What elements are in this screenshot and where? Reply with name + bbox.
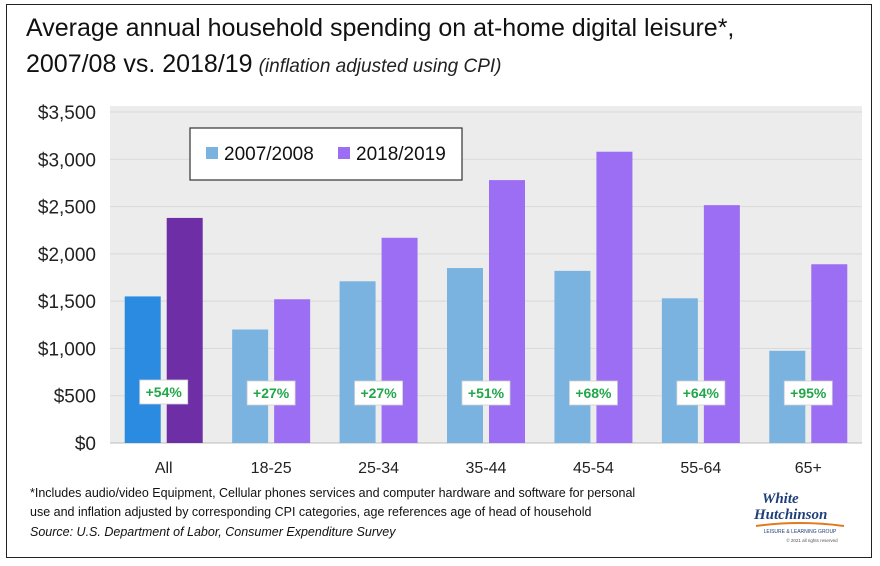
- legend-label: 2007/2008: [224, 144, 314, 165]
- logo-copyright: © 2021 all rights reserved: [786, 537, 838, 543]
- chart-title-line2: 2007/08 vs. 2018/19 (inflation adjusted u…: [26, 50, 502, 79]
- y-tick-label: $2,000: [38, 245, 96, 266]
- legend: [189, 127, 463, 181]
- chart-title: Average annual household spending on at-…: [26, 14, 735, 42]
- x-tick-label: 45-54: [573, 460, 614, 477]
- change-label-box: [676, 380, 726, 406]
- chart-title-years: 2007/08 vs. 2018/19: [26, 50, 253, 78]
- y-tick-label: $1,500: [38, 292, 96, 313]
- change-label: +68%: [575, 385, 612, 401]
- x-tick-label: 18-25: [251, 460, 292, 477]
- bar-2007-2008: [124, 296, 161, 443]
- y-tick-label: $2,500: [38, 198, 96, 219]
- bar-2018-2019: [703, 205, 740, 443]
- legend-swatch-2018-2019: [338, 147, 350, 159]
- x-tick-label: 65+: [795, 460, 822, 477]
- change-label: +64%: [683, 385, 720, 401]
- source-note: Source: U.S. Department of Labor, Consum…: [30, 525, 396, 539]
- bar-2007-2008: [447, 268, 483, 443]
- footnote-line-2: use and inflation adjusted by correspond…: [30, 505, 592, 519]
- legend-label: 2018/2019: [356, 144, 446, 165]
- y-tick-label: $3,500: [38, 103, 96, 124]
- logo-word-white: White: [762, 491, 799, 507]
- y-tick-label: $500: [54, 387, 96, 408]
- logo-swoosh: [755, 522, 845, 527]
- logo-word-hutchinson: Hutchinson: [753, 507, 827, 523]
- change-label-box: [783, 380, 833, 406]
- bar-2007-2008: [554, 270, 591, 443]
- x-tick-label: All: [155, 460, 173, 477]
- footnote-line-1: *Includes audio/video Equipment, Cellula…: [30, 486, 636, 500]
- x-tick-label: 35-44: [466, 460, 507, 477]
- y-tick-label: $3,000: [38, 150, 96, 171]
- bar-2018-2019: [274, 299, 311, 443]
- logo-tagline: LEISURE & LEARNING GROUP: [764, 529, 837, 535]
- chart-subtitle: (inflation adjusted using CPI): [258, 56, 502, 77]
- change-label-box: [139, 379, 189, 405]
- bar-2018-2019: [381, 237, 418, 443]
- y-tick-label: $0: [75, 434, 96, 455]
- x-tick-label: 55-64: [680, 460, 721, 477]
- bar-2007-2008: [661, 298, 698, 443]
- change-label: +51%: [468, 385, 505, 401]
- change-label-box: [354, 380, 403, 406]
- legend-swatch-2007-2008: [206, 147, 218, 159]
- change-label: +27%: [253, 385, 290, 401]
- bar-2018-2019: [166, 217, 203, 443]
- change-label-box: [569, 380, 618, 406]
- change-label-box: [461, 380, 511, 406]
- white-hutchinson-logo: White Hutchinson LEISURE & LEARNING GROU…: [753, 491, 845, 543]
- change-label-box: [246, 380, 296, 406]
- bar-2018-2019: [811, 264, 848, 443]
- x-tick-label: 25-34: [358, 460, 399, 477]
- change-label: +95%: [790, 385, 827, 401]
- change-label: +54%: [146, 384, 183, 400]
- bar-2007-2008: [339, 281, 376, 443]
- y-tick-label: $1,000: [38, 339, 96, 360]
- change-label: +27%: [360, 385, 397, 401]
